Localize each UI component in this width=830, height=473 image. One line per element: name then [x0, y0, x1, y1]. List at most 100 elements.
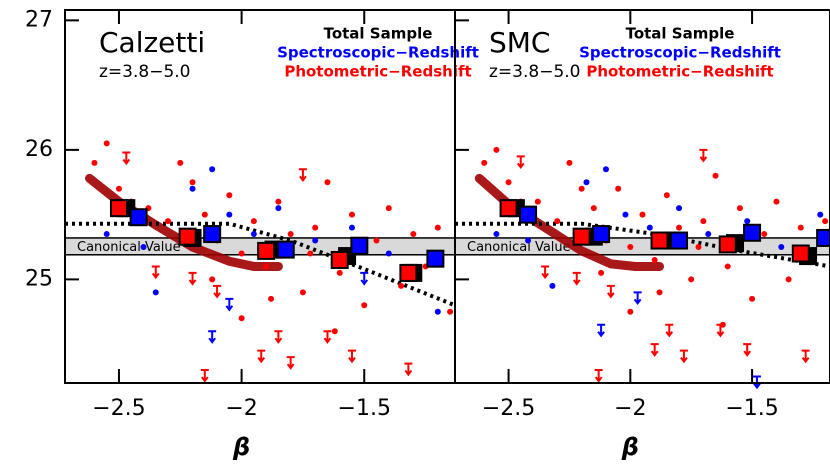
- point: [646, 224, 653, 231]
- binned-square: [519, 205, 538, 224]
- binned-square: [816, 228, 830, 247]
- point: [663, 192, 670, 199]
- point: [549, 282, 556, 289]
- legend-entry: Photometric−Redshift: [586, 63, 773, 81]
- point: [822, 218, 829, 225]
- dotted-line: [455, 221, 830, 269]
- upper-limit: [188, 271, 197, 286]
- point: [744, 218, 751, 225]
- point: [651, 256, 658, 263]
- x-axis-label: β: [232, 433, 250, 461]
- binned-square: [330, 250, 349, 269]
- point: [525, 237, 532, 244]
- point: [299, 289, 306, 296]
- y-tick-label: 25: [25, 266, 53, 291]
- point: [275, 205, 282, 212]
- upper-limit: [151, 265, 160, 280]
- point: [348, 224, 355, 231]
- point: [263, 263, 270, 270]
- point: [481, 159, 488, 166]
- point: [705, 231, 712, 238]
- point: [103, 140, 110, 147]
- point: [152, 289, 159, 296]
- point: [324, 179, 331, 186]
- upper-limit: [286, 356, 295, 370]
- panel: Canonical Value −2.5 −2 −1.5 25 26 27 β Calzetti…: [25, 7, 479, 461]
- point: [250, 218, 257, 225]
- point: [712, 172, 719, 179]
- point: [676, 205, 683, 212]
- point: [773, 198, 780, 205]
- upper-limit: [404, 362, 413, 377]
- x-tick-label: −2: [614, 396, 646, 421]
- binned-square: [276, 240, 295, 259]
- point: [140, 244, 147, 251]
- upper-limit: [597, 323, 606, 338]
- legend-entry: Total Sample: [626, 25, 735, 43]
- point: [209, 276, 216, 283]
- binned-square: [109, 199, 128, 218]
- legend-entry: Photometric−Redshift: [284, 63, 471, 81]
- legend-entry: Spectroscopic−Redshift: [579, 44, 781, 62]
- y-tick-label: 27: [25, 7, 53, 32]
- legend-entry: Spectroscopic−Redshift: [277, 44, 479, 62]
- point: [189, 179, 196, 186]
- upper-limit: [633, 291, 642, 306]
- upper-limit: [665, 323, 674, 338]
- point: [361, 302, 368, 309]
- point: [695, 244, 702, 251]
- point: [189, 185, 196, 192]
- upper-limit: [208, 330, 217, 344]
- upper-limit: [572, 271, 581, 286]
- point: [348, 211, 355, 218]
- binned-square: [650, 231, 669, 250]
- binned-square: [592, 225, 611, 244]
- point: [287, 231, 294, 238]
- binned-square: [499, 199, 518, 218]
- point: [434, 224, 441, 231]
- upper-limit: [699, 148, 708, 163]
- point: [761, 231, 768, 238]
- x-tick-label: −2.5: [92, 396, 145, 421]
- point: [688, 276, 695, 283]
- point: [226, 211, 233, 218]
- upper-limit: [716, 323, 725, 338]
- point: [578, 185, 585, 192]
- point: [177, 159, 184, 166]
- annotation: Canonical Value: [467, 240, 571, 255]
- point: [268, 295, 275, 302]
- point: [312, 237, 319, 244]
- point: [797, 224, 804, 231]
- binned-square: [129, 208, 148, 227]
- panel-title: Calzetti: [99, 26, 205, 59]
- upper-limit: [274, 330, 283, 344]
- point: [622, 211, 629, 218]
- upper-limit: [323, 330, 332, 344]
- point: [615, 185, 622, 192]
- binned-square: [426, 249, 445, 268]
- upper-limit: [298, 168, 307, 182]
- point: [778, 244, 785, 251]
- point: [566, 159, 573, 166]
- point: [749, 295, 756, 302]
- point: [598, 269, 605, 276]
- binned-square: [791, 244, 810, 263]
- point: [275, 198, 282, 205]
- upper-limit: [347, 349, 356, 364]
- panel-subtitle: z=3.8−5.0: [99, 62, 190, 82]
- binned-square: [670, 231, 689, 250]
- upper-limit: [360, 271, 369, 286]
- point: [554, 218, 561, 225]
- point: [226, 192, 233, 199]
- point: [656, 289, 663, 296]
- point: [410, 231, 417, 238]
- point: [115, 185, 122, 192]
- point: [447, 308, 454, 315]
- point: [165, 218, 172, 225]
- upper-limit: [200, 369, 209, 383]
- binned-square: [178, 227, 197, 246]
- upper-limit: [213, 284, 222, 299]
- point: [385, 250, 392, 257]
- point: [724, 263, 731, 270]
